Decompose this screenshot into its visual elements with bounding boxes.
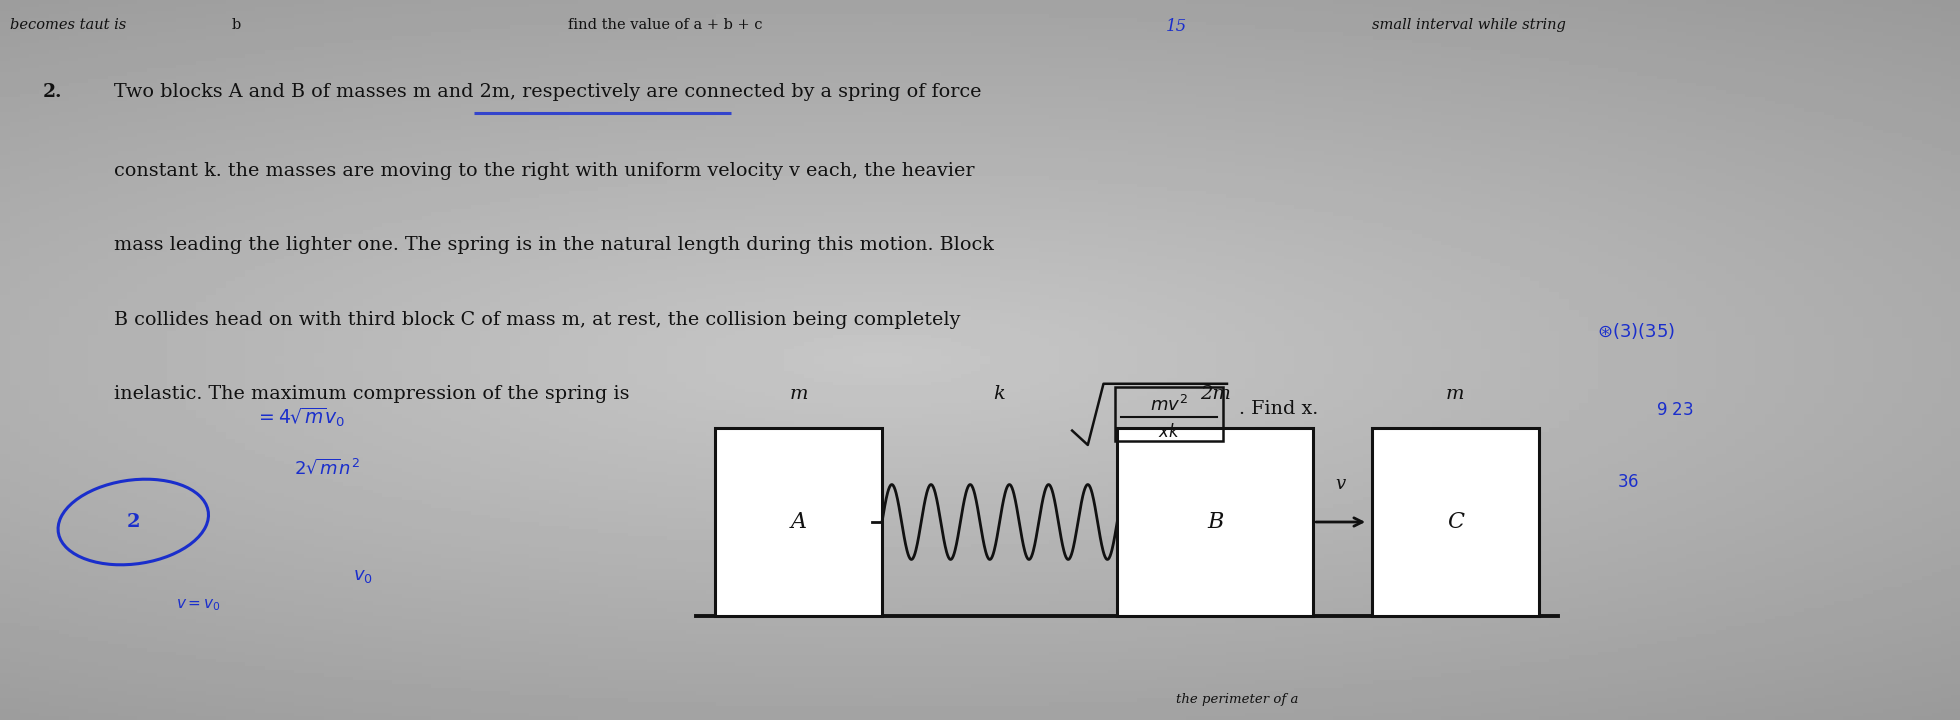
Text: v: v — [1335, 475, 1347, 493]
Text: $xk$: $xk$ — [1158, 423, 1180, 441]
Text: constant k. the masses are moving to the right with uniform velocity v each, the: constant k. the masses are moving to the… — [114, 162, 974, 180]
Text: k: k — [994, 385, 1005, 403]
Text: 2m: 2m — [1200, 385, 1231, 403]
Text: $v = v_0$: $v = v_0$ — [176, 597, 221, 613]
Bar — [1117, 428, 1313, 616]
Text: $v_0$: $v_0$ — [353, 567, 372, 585]
Text: becomes taut is: becomes taut is — [10, 18, 125, 32]
Text: Two blocks A and B of masses m and 2m, respectively are connected by a spring of: Two blocks A and B of masses m and 2m, r… — [114, 83, 982, 101]
Text: . Find x.: . Find x. — [1239, 400, 1317, 418]
Text: $36$: $36$ — [1617, 474, 1639, 491]
Text: inelastic. The maximum compression of the spring is: inelastic. The maximum compression of th… — [114, 385, 629, 403]
Text: b: b — [231, 18, 241, 32]
Text: B collides head on with third block C of mass m, at rest, the collision being co: B collides head on with third block C of… — [114, 311, 960, 329]
Bar — [1115, 387, 1223, 441]
Text: $9\ 23$: $9\ 23$ — [1656, 402, 1693, 419]
Text: 2.: 2. — [43, 83, 63, 101]
Bar — [1372, 428, 1539, 616]
Text: $= 4\sqrt{m}v_0$: $= 4\sqrt{m}v_0$ — [255, 406, 345, 429]
Text: A: A — [790, 511, 808, 533]
Text: small interval while string: small interval while string — [1372, 18, 1566, 32]
Text: $2\sqrt{m}n^2$: $2\sqrt{m}n^2$ — [294, 459, 361, 477]
Text: 15: 15 — [1166, 18, 1188, 35]
Text: mass leading the lighter one. The spring is in the natural length during this mo: mass leading the lighter one. The spring… — [114, 236, 994, 254]
Text: C: C — [1446, 511, 1464, 533]
Bar — [715, 428, 882, 616]
Text: m: m — [790, 385, 808, 403]
Text: the perimeter of a: the perimeter of a — [1176, 693, 1298, 706]
Text: $\circledast (3)(35)$: $\circledast (3)(35)$ — [1597, 321, 1676, 341]
Text: $mv^2$: $mv^2$ — [1151, 395, 1188, 415]
Text: 2: 2 — [127, 513, 139, 531]
Text: m: m — [1446, 385, 1464, 403]
Text: B: B — [1207, 511, 1223, 533]
Text: find the value of a + b + c: find the value of a + b + c — [568, 18, 762, 32]
